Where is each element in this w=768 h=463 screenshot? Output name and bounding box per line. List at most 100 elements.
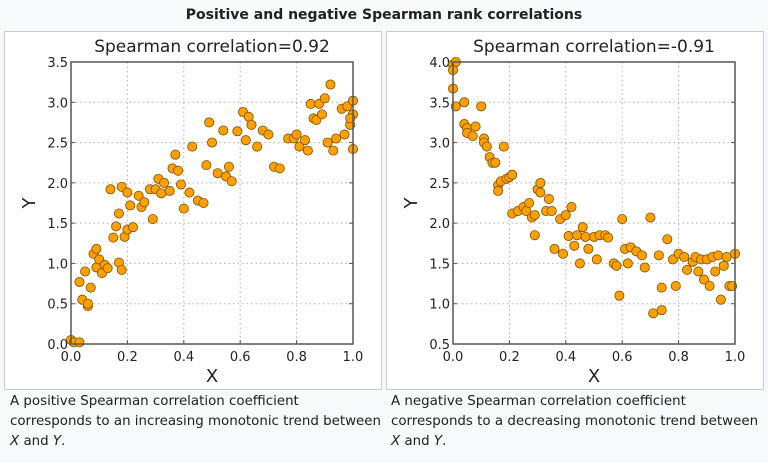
- data-point: [670, 280, 681, 291]
- data-point: [507, 169, 518, 180]
- y-tick-label: 1.5: [429, 257, 450, 272]
- y-tick-label: 3.5: [47, 56, 68, 71]
- data-point: [339, 129, 350, 140]
- data-point: [252, 141, 263, 152]
- data-point: [713, 250, 724, 261]
- data-point: [82, 298, 93, 309]
- y-tick-label: 3.0: [429, 137, 450, 152]
- data-point: [328, 145, 339, 156]
- data-point: [223, 161, 234, 172]
- data-point: [543, 193, 554, 204]
- data-point: [204, 117, 215, 128]
- data-point: [178, 203, 189, 214]
- data-point: [721, 251, 732, 262]
- data-point: [198, 197, 209, 208]
- data-point: [212, 168, 223, 179]
- data-point: [294, 141, 305, 152]
- data-point: [493, 185, 504, 196]
- data-point: [218, 125, 229, 136]
- data-point: [111, 221, 122, 232]
- caption-text: and: [400, 434, 434, 449]
- x-tick-label: 1.0: [343, 350, 364, 365]
- data-point: [128, 222, 139, 233]
- x-tick-label: 0.4: [555, 350, 576, 365]
- x-tick-label: 0.8: [668, 350, 689, 365]
- data-point: [614, 290, 625, 301]
- x-axis-label: X: [206, 366, 218, 387]
- y-tick-label: 1.5: [47, 217, 68, 232]
- caption-negative: A negative Spearman correlation coeffici…: [391, 392, 763, 452]
- data-point: [274, 163, 285, 174]
- data-point: [529, 210, 540, 221]
- data-point: [147, 214, 158, 225]
- data-point: [201, 160, 212, 171]
- x-tick-label: 0.8: [286, 350, 307, 365]
- x-tick-label: 0.0: [61, 350, 82, 365]
- data-point: [622, 258, 633, 269]
- data-point: [232, 126, 243, 137]
- data-point: [226, 176, 237, 187]
- y-tick-label: 3.0: [47, 96, 68, 111]
- y-tick-label: 1.0: [47, 257, 68, 272]
- caption-text: A negative Spearman correlation coeffici…: [391, 394, 759, 429]
- data-point: [80, 266, 91, 277]
- x-tick-label: 0.6: [230, 350, 251, 365]
- data-point: [679, 251, 690, 262]
- panel-negative-correlation: Spearman correlation=-0.91 0.0 0.2 0.4 0.6 0.…: [386, 31, 764, 390]
- y-axis-label: Y: [19, 197, 40, 210]
- chart-title: Spearman correlation=-0.91: [473, 37, 715, 57]
- data-point: [583, 243, 594, 254]
- caption-var-y: Y: [52, 434, 62, 449]
- data-point: [139, 197, 150, 208]
- data-point: [653, 250, 664, 261]
- caption-text: and: [19, 434, 53, 449]
- data-point: [122, 187, 133, 198]
- y-tick-label: 1.0: [429, 298, 450, 313]
- data-point: [305, 98, 316, 109]
- data-point: [563, 231, 574, 242]
- y-tick-label: 0.0: [47, 338, 68, 353]
- data-point: [206, 137, 217, 148]
- caption-text: A positive Spearman correlation coeffici…: [10, 394, 382, 429]
- y-tick-label: 2.0: [47, 177, 68, 192]
- data-point: [85, 282, 96, 293]
- data-point: [116, 264, 127, 275]
- plot-frame: [452, 61, 736, 345]
- data-point: [459, 97, 470, 108]
- data-point: [611, 260, 622, 271]
- data-point: [74, 276, 85, 287]
- chart-title: Spearman correlation=0.92: [94, 37, 330, 57]
- data-point: [574, 258, 585, 269]
- data-point: [331, 133, 342, 144]
- data-point: [156, 188, 167, 199]
- data-point: [113, 208, 124, 219]
- data-point: [636, 250, 647, 261]
- data-point: [467, 131, 478, 142]
- y-tick-label: 2.5: [47, 137, 68, 152]
- data-point: [125, 200, 136, 211]
- x-tick-label: 0.0: [443, 350, 464, 365]
- y-tick-label: 3.5: [429, 96, 450, 111]
- figure-title: Positive and negative Spearman rank corr…: [185, 7, 583, 23]
- data-point: [648, 308, 659, 319]
- scatter-chart-positive: Spearman correlation=0.92 0.0 0.2 0.4 0.6 0.8…: [19, 37, 364, 387]
- caption-var-x: X: [10, 434, 20, 449]
- data-point: [682, 264, 693, 275]
- data-point: [173, 165, 184, 176]
- data-point: [170, 149, 181, 160]
- data-point: [476, 101, 487, 112]
- data-point: [535, 187, 546, 198]
- data-point: [175, 179, 186, 190]
- data-point: [74, 337, 85, 348]
- data-point: [577, 222, 588, 233]
- data-point: [549, 243, 560, 254]
- y-tick-label: 0.5: [47, 298, 68, 313]
- data-point: [325, 79, 336, 90]
- data-point: [656, 305, 667, 316]
- data-point: [263, 129, 274, 140]
- data-point: [302, 145, 313, 156]
- data-point: [184, 187, 195, 198]
- panel-positive-correlation: Spearman correlation=0.92 0.0 0.2 0.4 0.6 0.8…: [4, 31, 382, 390]
- data-point: [704, 280, 715, 291]
- caption-text: .: [61, 434, 66, 449]
